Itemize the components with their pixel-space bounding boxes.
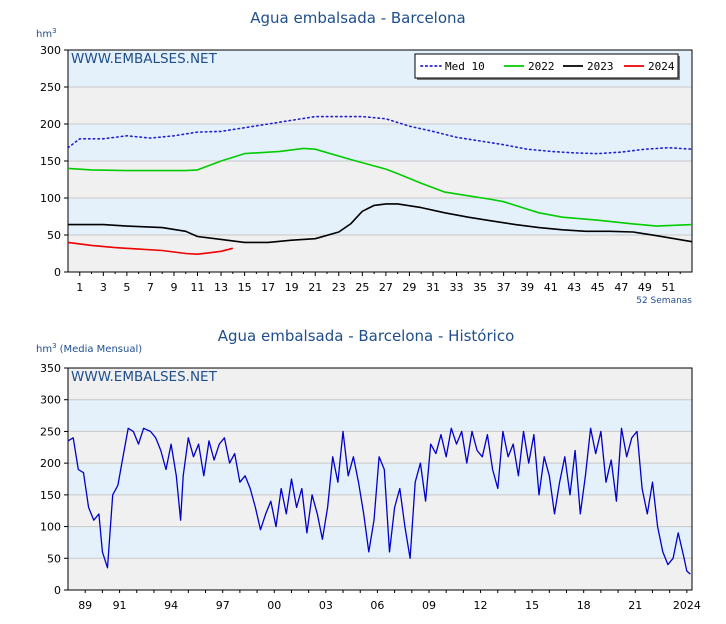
legend-label-0: Med 10: [445, 60, 485, 73]
c1-x-tick-label: 51: [661, 281, 675, 294]
historical-y-unit-exponent: 3: [52, 342, 56, 350]
c1-x-tick-label: 23: [332, 281, 346, 294]
c2-x-tick-label: 09: [422, 599, 436, 612]
historical-plot-frame: [67, 367, 693, 591]
c1-x-tick-label: 45: [591, 281, 605, 294]
c1-band: [68, 124, 692, 161]
c1-band: [68, 235, 692, 272]
c2-band: [68, 463, 692, 495]
c1-band: [68, 161, 692, 198]
c1-x-tick-label: 29: [402, 281, 416, 294]
c1-x-tick-label: 31: [426, 281, 440, 294]
historical-y-unit-base: hm: [36, 344, 52, 355]
c2-band: [68, 399, 692, 432]
legend-label-1: 2022: [528, 60, 555, 73]
c2-x-tick-label: 00: [267, 599, 281, 612]
c1-x-tick-label: 27: [379, 281, 393, 294]
c2-x-tick-label: 91: [113, 599, 127, 612]
c2-y-tick-label: 0: [54, 584, 61, 597]
c1-y-tick-label: 300: [40, 44, 61, 57]
historical-chart: Agua embalsada - Barcelona - Histórico h…: [36, 327, 701, 612]
c1-y-tick-label: 200: [40, 118, 61, 131]
c2-band: [68, 494, 692, 527]
c1-x-tick-label: 33: [450, 281, 464, 294]
c2-x-tick-label: 94: [164, 599, 178, 612]
c1-x-tick-label: 25: [355, 281, 369, 294]
c1-x-tick-label: 37: [497, 281, 511, 294]
historical-chart-title: Agua embalsada - Barcelona - Histórico: [218, 327, 515, 345]
legend-label-2: 2023: [587, 60, 614, 73]
weekly-x-axis: 1 3 5 7 9 11 13 15 17 19 21 23 25 27 29 31 33 35 37 39 41 43 4…: [76, 272, 681, 294]
c1-x-tick-label: 43: [567, 281, 581, 294]
c1-y-tick-label: 0: [54, 266, 61, 279]
c1-y-tick-label: 250: [40, 81, 61, 94]
c2-y-tick-label: 350: [40, 362, 61, 375]
c1-x-tick-label: 9: [170, 281, 177, 294]
weekly-x-note: 52 Semanas: [636, 296, 692, 306]
c2-band: [68, 368, 692, 400]
c1-band: [68, 198, 692, 235]
c2-band: [68, 558, 692, 590]
c2-band: [68, 526, 692, 559]
c2-y-tick-label: 300: [40, 394, 61, 407]
c1-x-tick-label: 49: [638, 281, 652, 294]
historical-background-bands: [68, 368, 692, 590]
historical-series: [67, 427, 691, 575]
c2-x-tick-label: 06: [370, 599, 384, 612]
c2-y-tick-label: 250: [40, 425, 61, 438]
c2-x-tick-label: 2024: [673, 599, 701, 612]
c2-x-tick-label: 21: [628, 599, 642, 612]
c2-x-tick-label: 03: [319, 599, 333, 612]
c1-x-tick-label: 7: [147, 281, 154, 294]
c2-x-tick-label: 12: [474, 599, 488, 612]
c1-y-tick-label: 100: [40, 192, 61, 205]
historical-y-axis: 0 50 100 150 200 250 300 350: [40, 362, 68, 597]
weekly-chart-title: Agua embalsada - Barcelona: [250, 9, 465, 27]
c2-series-line-0: [67, 427, 691, 575]
c1-series-line-1: [67, 147, 693, 227]
historical-x-axis: 89 91 94 97 00 03 06 09 12 15 18 21 2024: [78, 590, 701, 612]
c1-x-tick-label: 35: [473, 281, 487, 294]
c1-series-line-3: [67, 241, 233, 255]
c1-x-tick-label: 13: [214, 281, 228, 294]
weekly-series: [67, 115, 693, 255]
c1-x-tick-label: 41: [544, 281, 558, 294]
historical-watermark: WWW.EMBALSES.NET: [71, 369, 218, 385]
c1-x-tick-label: 11: [191, 281, 205, 294]
c2-y-tick-label: 50: [47, 552, 61, 565]
c1-x-tick-label: 15: [238, 281, 252, 294]
c1-series-line-0: [67, 115, 693, 155]
c2-x-tick-label: 15: [525, 599, 539, 612]
historical-y-unit: hm3 (Media Mensual): [36, 342, 142, 355]
c1-x-tick-label: 19: [285, 281, 299, 294]
c1-y-tick-label: 150: [40, 155, 61, 168]
c2-x-tick-label: 97: [216, 599, 230, 612]
weekly-chart: Agua embalsada - Barcelona hm3 WWW.EMBAL…: [36, 9, 693, 306]
c1-x-tick-label: 1: [76, 281, 83, 294]
c2-y-tick-label: 150: [40, 489, 61, 502]
weekly-y-unit: hm3: [36, 27, 57, 40]
weekly-y-unit-base: hm: [36, 29, 52, 40]
c2-y-tick-label: 200: [40, 457, 61, 470]
c1-x-tick-label: 47: [614, 281, 628, 294]
c1-y-tick-label: 50: [47, 229, 61, 242]
c1-x-tick-label: 3: [100, 281, 107, 294]
weekly-legend: Med 10 2022 2023 2024: [414, 53, 680, 80]
c1-x-tick-label: 21: [308, 281, 322, 294]
c1-x-tick-label: 5: [123, 281, 130, 294]
c2-y-tick-label: 100: [40, 521, 61, 534]
weekly-watermark: WWW.EMBALSES.NET: [71, 51, 218, 67]
c1-x-tick-label: 17: [261, 281, 275, 294]
legend-label-3: 2024: [648, 60, 675, 73]
c2-x-tick-label: 18: [577, 599, 591, 612]
weekly-y-unit-exponent: 3: [52, 27, 56, 35]
historical-y-unit-note: (Media Mensual): [60, 344, 143, 355]
c1-series-line-2: [68, 203, 693, 244]
weekly-y-axis: 0 50 100 150 200 250 300: [40, 44, 68, 279]
c1-x-tick-label: 39: [520, 281, 534, 294]
c2-x-tick-label: 89: [78, 599, 92, 612]
